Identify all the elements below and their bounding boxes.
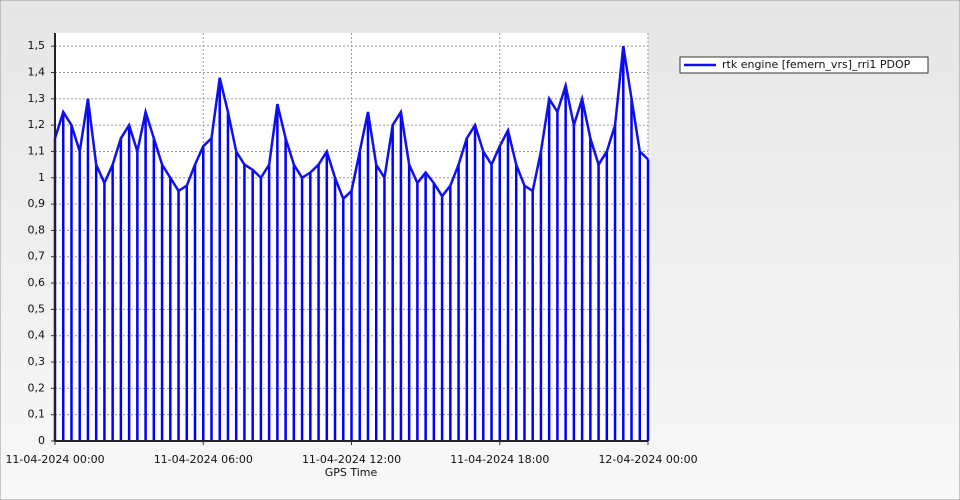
x-tick-label: 11-04-2024 06:00 [154, 453, 253, 466]
legend-label: rtk engine [femern_vrs]_rri1 PDOP [722, 58, 911, 71]
y-tick-label: 0,2 [28, 381, 46, 394]
y-tick-label: 0,3 [28, 355, 46, 368]
y-tick-label: 0,5 [28, 302, 46, 315]
y-tick-label: 1 [38, 171, 45, 184]
x-tick-label: 11-04-2024 12:00 [302, 453, 401, 466]
y-tick-label: 1,3 [28, 92, 46, 105]
x-tick-label: 12-04-2024 00:00 [598, 453, 697, 466]
series-line [53, 45, 649, 202]
y-tick-label: 0 [38, 434, 45, 447]
y-tick-label: 1,2 [28, 118, 46, 131]
x-tick-label: 11-04-2024 18:00 [450, 453, 549, 466]
y-tick-label: 0,7 [28, 250, 46, 263]
y-tick-label: 0,6 [28, 276, 46, 289]
y-tick-label: 0,1 [28, 408, 46, 421]
legend-box [679, 56, 929, 74]
y-tick-label: 1,1 [28, 144, 46, 157]
y-tick-label: 0,4 [28, 329, 46, 342]
x-tick-label: 11-04-2024 00:00 [5, 453, 104, 466]
y-tick-label: 0,9 [28, 197, 46, 210]
y-tick-label: 0,8 [28, 223, 46, 236]
y-tick-label: 1,5 [28, 39, 46, 52]
x-axis-label: GPS Time [325, 466, 378, 479]
y-tick-label: 1,4 [28, 65, 46, 78]
